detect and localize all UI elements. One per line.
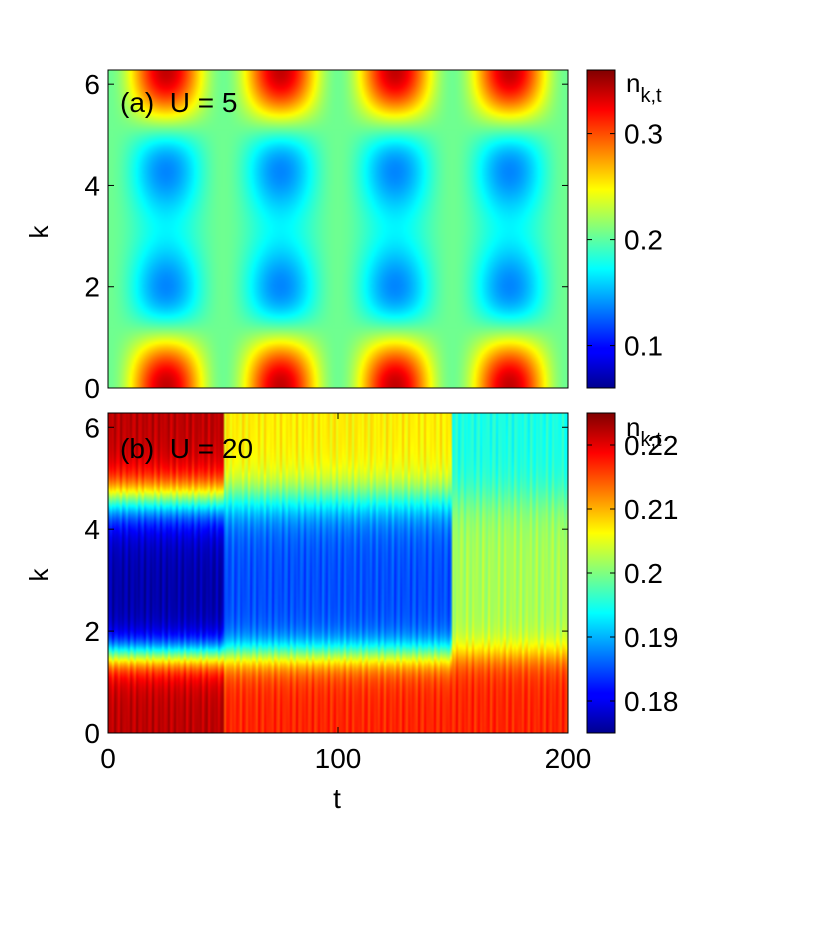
colorbar-label-a: nk,t (626, 68, 662, 107)
colorbar-label-b: nk,t (626, 412, 662, 451)
colorbar-tick-label: 0.18 (624, 686, 679, 717)
panel-a: 0 2 4 6 k (a) U = 5 0.1 0.2 0.3 nk,t (24, 68, 663, 404)
y-tick-label: 4 (84, 170, 100, 201)
y-ticks-a: 0 2 4 6 (84, 69, 568, 404)
colorbar-tick-label: 0.2 (624, 558, 663, 589)
panel-label-b: (b) U = 20 (120, 433, 253, 464)
x-ticks-b: 0 100 200 (100, 413, 591, 774)
y-tick-label: 4 (84, 514, 100, 545)
colorbar-a (586, 69, 616, 389)
colorbar-ticks-b: 0.18 0.19 0.2 0.21 0.22 (587, 430, 679, 717)
x-tick-label: 100 (315, 743, 362, 774)
y-tick-label: 0 (84, 718, 100, 749)
axes-frame-a (107, 69, 569, 389)
x-tick-label: 0 (100, 743, 116, 774)
y-tick-label: 6 (84, 69, 100, 100)
colorbar-tick-label: 0.21 (624, 494, 679, 525)
colorbar-ticks-a: 0.1 0.2 0.3 (587, 119, 663, 362)
heatmap-a (108, 70, 568, 388)
panel-label-a: (a) U = 5 (120, 87, 237, 118)
ylabel-a: k (24, 225, 54, 239)
y-tick-label: 2 (84, 272, 100, 303)
x-tick-label: 200 (545, 743, 592, 774)
xlabel-b: t (333, 783, 341, 814)
ylabel-b: k (24, 568, 54, 582)
colorbar-tick-label: 0.2 (624, 225, 663, 256)
colorbar-label-b-sub: k,t (640, 429, 662, 451)
colorbar-label-b-main: n (626, 412, 640, 442)
colorbar-tick-label: 0.3 (624, 119, 663, 150)
y-tick-label: 2 (84, 616, 100, 647)
colorbar-label-a-sub: k,t (640, 85, 662, 107)
colorbar-tick-label: 0.19 (624, 622, 679, 653)
colorbar-tick-label: 0.1 (624, 331, 663, 362)
colorbar-label-a-main: n (626, 68, 640, 98)
y-tick-label: 0 (84, 373, 100, 404)
colorbar-tick-label: 0.22 (624, 430, 679, 461)
heatmap-b (108, 413, 568, 733)
y-tick-label: 6 (84, 412, 100, 443)
y-ticks-b: 0 2 4 6 (84, 412, 568, 749)
